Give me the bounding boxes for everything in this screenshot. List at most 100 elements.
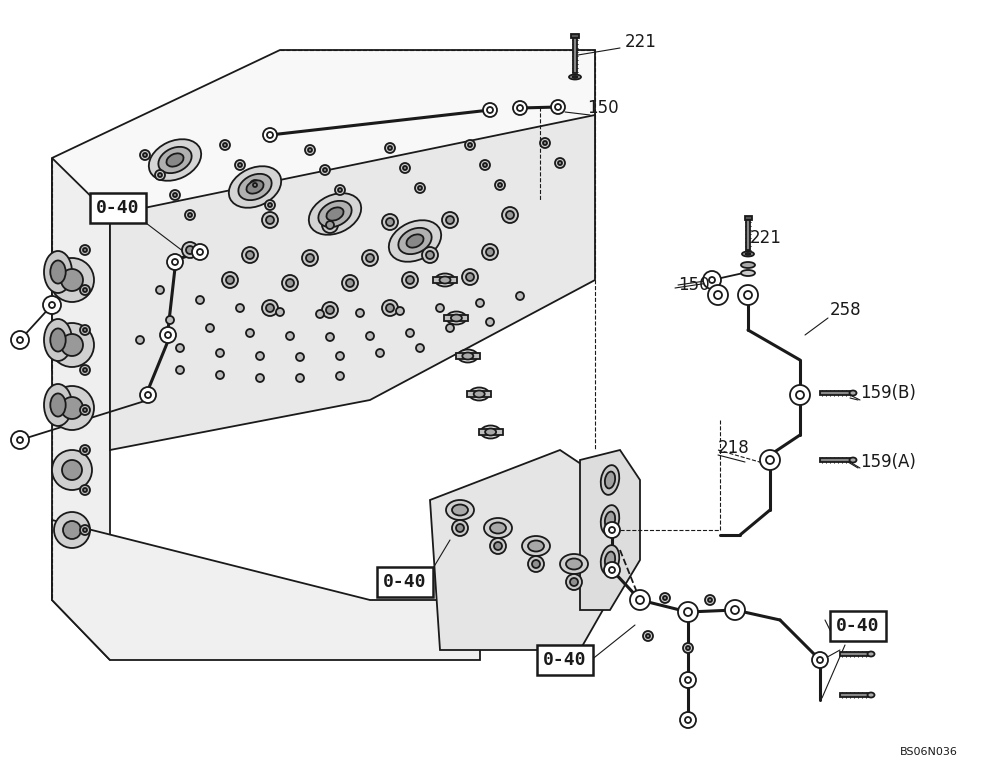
Circle shape bbox=[235, 160, 245, 170]
Circle shape bbox=[680, 672, 696, 688]
Circle shape bbox=[346, 279, 354, 287]
Circle shape bbox=[196, 296, 204, 304]
Circle shape bbox=[532, 560, 540, 568]
Ellipse shape bbox=[605, 512, 615, 528]
Circle shape bbox=[708, 598, 712, 602]
Circle shape bbox=[388, 146, 392, 150]
Circle shape bbox=[415, 183, 425, 193]
Polygon shape bbox=[52, 158, 110, 660]
Circle shape bbox=[140, 150, 150, 160]
Text: 0-40: 0-40 bbox=[96, 199, 140, 217]
Circle shape bbox=[322, 302, 338, 318]
Circle shape bbox=[436, 304, 444, 312]
Ellipse shape bbox=[569, 74, 581, 79]
Circle shape bbox=[182, 242, 198, 258]
Circle shape bbox=[336, 372, 344, 380]
Ellipse shape bbox=[50, 260, 66, 284]
Circle shape bbox=[253, 183, 257, 187]
Circle shape bbox=[543, 141, 547, 145]
Circle shape bbox=[83, 368, 87, 372]
Circle shape bbox=[482, 244, 498, 260]
Circle shape bbox=[555, 158, 565, 168]
Polygon shape bbox=[580, 450, 640, 610]
Circle shape bbox=[308, 148, 312, 152]
Circle shape bbox=[476, 299, 484, 307]
Ellipse shape bbox=[50, 328, 66, 351]
Circle shape bbox=[320, 165, 330, 175]
Circle shape bbox=[145, 392, 151, 398]
Circle shape bbox=[356, 309, 364, 317]
Circle shape bbox=[386, 304, 394, 312]
Circle shape bbox=[172, 259, 178, 265]
Circle shape bbox=[465, 140, 475, 150]
Bar bbox=[571, 34, 579, 38]
Circle shape bbox=[725, 600, 745, 620]
Circle shape bbox=[83, 408, 87, 412]
Text: 150: 150 bbox=[587, 99, 619, 117]
Ellipse shape bbox=[850, 458, 856, 463]
Circle shape bbox=[483, 103, 497, 117]
Circle shape bbox=[342, 275, 358, 291]
Circle shape bbox=[338, 188, 342, 192]
Circle shape bbox=[766, 456, 774, 464]
Ellipse shape bbox=[474, 390, 485, 397]
Circle shape bbox=[250, 180, 260, 190]
Ellipse shape bbox=[601, 465, 619, 495]
Ellipse shape bbox=[566, 558, 582, 569]
Ellipse shape bbox=[481, 426, 501, 438]
Circle shape bbox=[416, 344, 424, 352]
Circle shape bbox=[709, 277, 715, 283]
Circle shape bbox=[490, 538, 506, 554]
Circle shape bbox=[197, 249, 203, 255]
Circle shape bbox=[426, 251, 434, 259]
Circle shape bbox=[680, 712, 696, 728]
Circle shape bbox=[136, 336, 144, 344]
Circle shape bbox=[155, 170, 165, 180]
Circle shape bbox=[50, 386, 94, 430]
Circle shape bbox=[636, 596, 644, 604]
Circle shape bbox=[282, 275, 298, 291]
Ellipse shape bbox=[850, 390, 856, 395]
Circle shape bbox=[685, 717, 691, 723]
Circle shape bbox=[265, 200, 275, 210]
Text: 221: 221 bbox=[625, 33, 657, 51]
Ellipse shape bbox=[446, 311, 466, 325]
Circle shape bbox=[17, 337, 23, 343]
Circle shape bbox=[558, 161, 562, 165]
Circle shape bbox=[452, 520, 468, 536]
Ellipse shape bbox=[44, 384, 72, 426]
Circle shape bbox=[296, 353, 304, 361]
Circle shape bbox=[83, 528, 87, 532]
Circle shape bbox=[322, 217, 338, 233]
Ellipse shape bbox=[452, 504, 468, 516]
Circle shape bbox=[156, 286, 164, 294]
Circle shape bbox=[80, 285, 90, 295]
Circle shape bbox=[646, 634, 650, 638]
Ellipse shape bbox=[741, 262, 755, 268]
Circle shape bbox=[246, 251, 254, 259]
Circle shape bbox=[551, 100, 565, 114]
Circle shape bbox=[686, 646, 690, 650]
Circle shape bbox=[630, 590, 650, 610]
Circle shape bbox=[267, 132, 273, 138]
Circle shape bbox=[498, 183, 502, 187]
Circle shape bbox=[11, 331, 29, 349]
Circle shape bbox=[683, 643, 693, 653]
Ellipse shape bbox=[446, 500, 474, 520]
Circle shape bbox=[386, 218, 394, 226]
Circle shape bbox=[796, 391, 804, 399]
Circle shape bbox=[176, 344, 184, 352]
Circle shape bbox=[326, 306, 334, 314]
Circle shape bbox=[80, 365, 90, 375]
Polygon shape bbox=[110, 115, 595, 450]
Circle shape bbox=[263, 128, 277, 142]
Ellipse shape bbox=[326, 207, 344, 220]
Circle shape bbox=[186, 246, 194, 254]
Circle shape bbox=[385, 143, 395, 153]
Circle shape bbox=[83, 248, 87, 252]
Circle shape bbox=[192, 244, 208, 260]
Circle shape bbox=[83, 448, 87, 452]
Circle shape bbox=[43, 296, 61, 314]
Circle shape bbox=[17, 437, 23, 443]
Circle shape bbox=[306, 254, 314, 262]
